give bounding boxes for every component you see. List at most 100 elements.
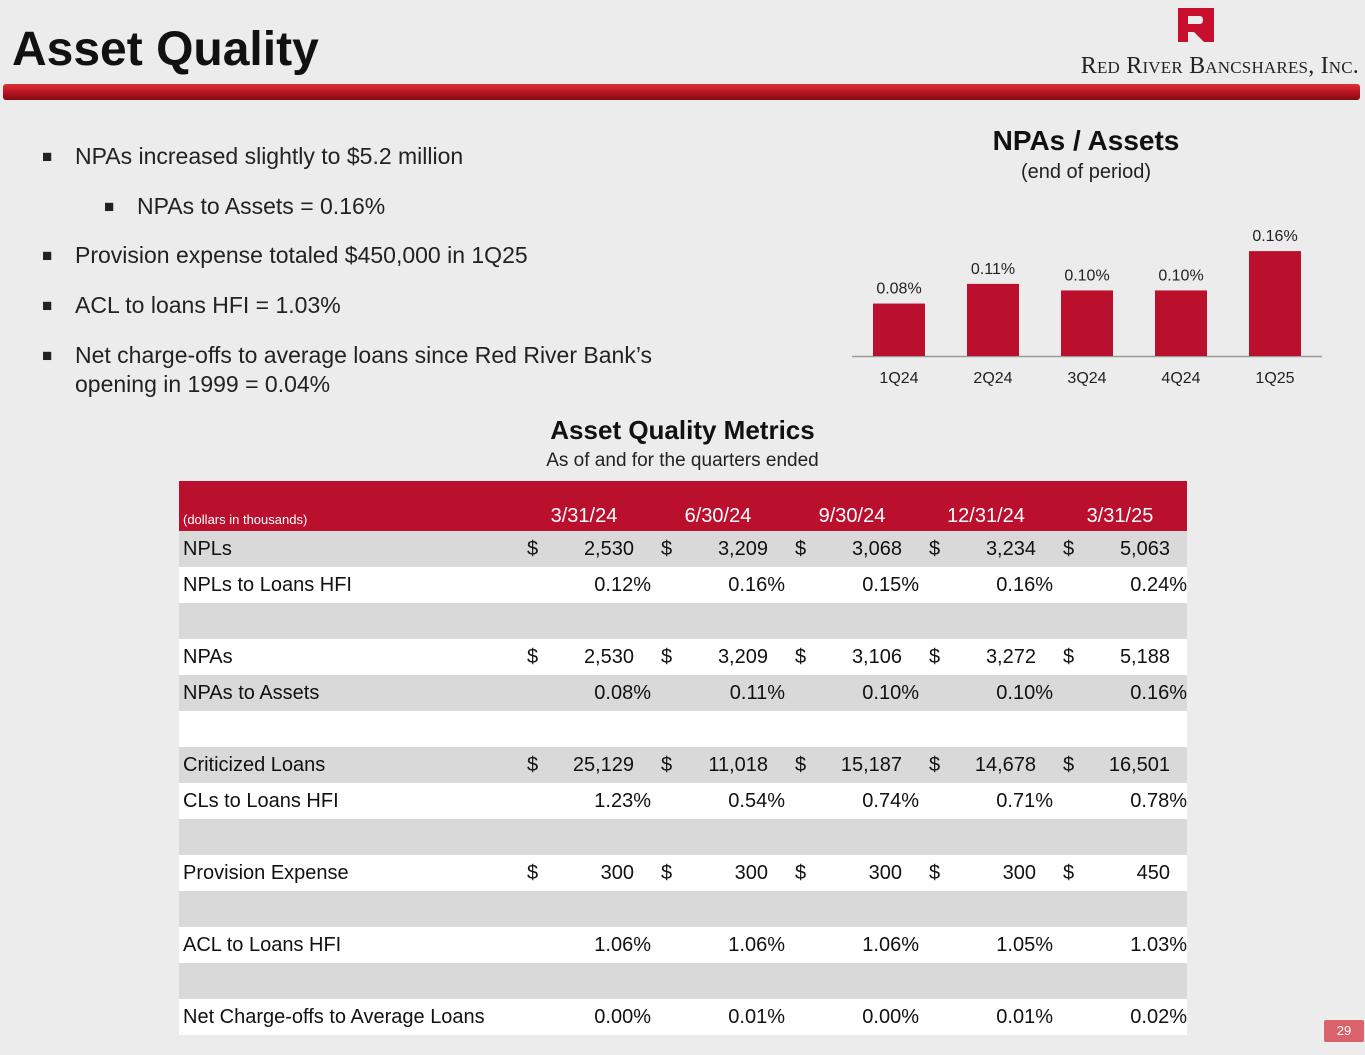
npa-bar-chart: 0.08% 1Q24 0.11% 2Q24 0.10% 3Q24 0.10% 4Q24 0.16… xyxy=(852,228,1322,387)
row-label: ACL to Loans HFI xyxy=(183,933,342,956)
table-cell xyxy=(651,819,785,855)
bullet-text: NPAs increased slightly to $5.2 million xyxy=(75,143,464,169)
currency-symbol: $ xyxy=(795,754,807,776)
table-cell: $3,106 xyxy=(785,639,919,675)
table-row: Provision Expense $300 $300 $300 $300 $450 xyxy=(179,855,1187,891)
table-cell: 0.10% xyxy=(785,675,919,711)
table-spacer-row xyxy=(179,963,1187,999)
bullet-marker: ■ xyxy=(104,197,115,216)
currency-symbol: $ xyxy=(661,646,673,668)
table-cell: 1.23% xyxy=(517,783,651,819)
currency-symbol: $ xyxy=(929,754,941,776)
cell-value: 0.00% xyxy=(862,1006,919,1028)
table-cell: $3,068 xyxy=(785,531,919,567)
cell-value: 2,530 xyxy=(583,646,634,668)
table-cell: 0.74% xyxy=(785,783,919,819)
table-cell: 0.71% xyxy=(919,783,1053,819)
table-cell xyxy=(785,603,919,639)
currency-symbol: $ xyxy=(795,538,807,560)
bullet-marker: ■ xyxy=(42,346,53,365)
cell-value: 1.03% xyxy=(1130,934,1187,956)
bar-data-label: 0.08% xyxy=(876,281,921,298)
table-cell: 1.06% xyxy=(651,927,785,963)
table-row: Net Charge-offs to Average Loans 0.00% 0.0… xyxy=(179,999,1187,1035)
table-title: Asset Quality Metrics xyxy=(550,415,815,445)
cell-value: 0.01% xyxy=(996,1006,1053,1028)
table-cell: 1.06% xyxy=(517,927,651,963)
row-label xyxy=(179,819,517,855)
table-cell: $3,234 xyxy=(919,531,1053,567)
table-cell: $14,678 xyxy=(919,747,1053,783)
table-cell: 0.01% xyxy=(919,999,1053,1035)
currency-symbol: $ xyxy=(929,538,941,560)
row-label: CLs to Loans HFI xyxy=(183,789,339,812)
bar-data-label: 0.10% xyxy=(1158,267,1203,284)
table-cell: $2,530 xyxy=(517,639,651,675)
cell-value: 300 xyxy=(868,862,902,884)
column-header: 9/30/24 xyxy=(818,505,886,527)
bar-data-label: 0.16% xyxy=(1252,228,1297,245)
row-label xyxy=(179,891,517,927)
currency-symbol: $ xyxy=(661,538,673,560)
row-label: NPAs to Assets xyxy=(183,681,320,704)
bullet-marker: ■ xyxy=(42,147,53,166)
table-cell: 0.01% xyxy=(651,999,785,1035)
cell-value: 3,272 xyxy=(985,646,1036,668)
table-cell: $15,187 xyxy=(785,747,919,783)
cell-value: 1.23% xyxy=(594,790,651,812)
table-cell: $2,530 xyxy=(517,531,651,567)
cell-value: 15,187 xyxy=(840,754,902,776)
table-cell: $3,209 xyxy=(651,639,785,675)
table-cell xyxy=(651,963,785,999)
x-tick-label: 3Q24 xyxy=(1067,370,1106,387)
table-cell xyxy=(919,711,1053,747)
cell-value: 3,234 xyxy=(985,538,1036,560)
cell-value: 0.54% xyxy=(728,790,785,812)
currency-symbol: $ xyxy=(1063,754,1075,776)
table-cell xyxy=(785,711,919,747)
table-cell xyxy=(1053,891,1187,927)
cell-value: 300 xyxy=(1002,862,1036,884)
chart-bar xyxy=(1061,290,1113,356)
table-cell xyxy=(651,603,785,639)
column-header: 3/31/25 xyxy=(1086,505,1154,527)
x-tick-label: 1Q24 xyxy=(879,370,918,387)
table-cell xyxy=(1053,711,1187,747)
cell-value: 0.10% xyxy=(862,682,919,704)
chart-subtitle: (end of period) xyxy=(1020,161,1152,183)
currency-symbol: $ xyxy=(1063,862,1075,884)
row-label xyxy=(179,603,517,639)
column-header: 12/31/24 xyxy=(947,505,1025,527)
company-name: Red River Bancshares, Inc. xyxy=(1080,53,1359,79)
table-row: NPLs $2,530 $3,209 $3,068 $3,234 $5,063 xyxy=(179,531,1187,567)
table-cell: 0.00% xyxy=(785,999,919,1035)
currency-symbol: $ xyxy=(929,862,941,884)
table-cell xyxy=(919,891,1053,927)
cell-value: 0.78% xyxy=(1130,790,1187,812)
cell-value: 2,530 xyxy=(583,538,634,560)
row-label: NPLs xyxy=(183,537,232,560)
header-divider xyxy=(3,84,1360,100)
cell-value: 0.11% xyxy=(729,682,785,704)
bullet-marker: ■ xyxy=(42,246,53,265)
row-label xyxy=(179,711,517,747)
cell-value: 1.06% xyxy=(594,934,651,956)
cell-value: 3,068 xyxy=(851,538,902,560)
units-label: (dollars in thousands) xyxy=(183,512,308,527)
table-cell: $300 xyxy=(919,855,1053,891)
table-cell xyxy=(785,819,919,855)
table-subtitle: As of and for the quarters ended xyxy=(546,450,819,471)
table-cell: 0.12% xyxy=(517,567,651,603)
table-cell xyxy=(1053,963,1187,999)
cell-value: 0.10% xyxy=(996,682,1053,704)
table-cell: 0.54% xyxy=(651,783,785,819)
table-row: ACL to Loans HFI 1.06% 1.06% 1.06% 1.05% 1.03… xyxy=(179,927,1187,963)
table-cell xyxy=(517,711,651,747)
table-cell: $3,272 xyxy=(919,639,1053,675)
currency-symbol: $ xyxy=(661,862,673,884)
table-cell: 0.08% xyxy=(517,675,651,711)
bar-data-label: 0.11% xyxy=(971,261,1015,278)
page-title: Asset Quality xyxy=(12,23,319,76)
table-row: CLs to Loans HFI 1.23% 0.54% 0.74% 0.71% 0.78… xyxy=(179,783,1187,819)
row-label: Provision Expense xyxy=(183,861,349,884)
